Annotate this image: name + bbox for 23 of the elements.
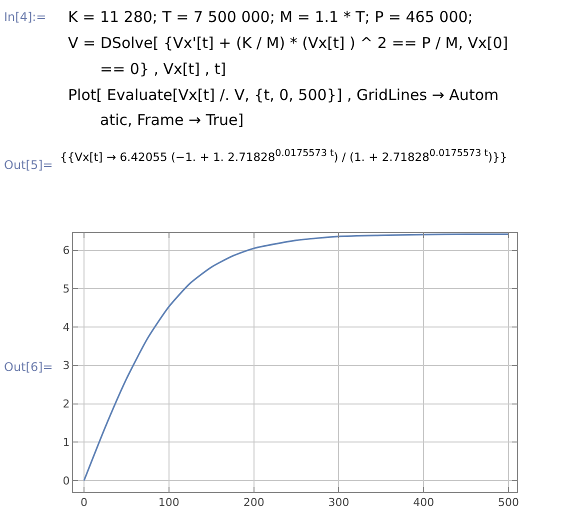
y-tick-label: 1	[62, 436, 70, 449]
y-tick-label: 5	[62, 282, 70, 296]
y-tick-label: 3	[62, 359, 70, 372]
x-tick-label: 500	[498, 496, 520, 510]
y-tick-label: 0	[62, 474, 70, 488]
text: In[4]:=	[4, 10, 46, 24]
y-tick-label: 4	[62, 320, 70, 334]
text: Out[6]=	[4, 360, 53, 374]
x-tick-label: 200	[243, 496, 264, 510]
y-tick-label: 6	[62, 244, 70, 258]
text: {{Vx[t] → 6.42055 (−1. + 1. 2.71828$^{0.0175573 t}$) / (1. + 2.71828$^{0.0175573 t}$)}}	[60, 148, 508, 164]
x-tick-label: 400	[413, 496, 434, 510]
text: K = 11 280; T = 7 500 000; M = 1.1 * T; P = 465 000;	[68, 8, 473, 26]
x-tick-label: 0	[80, 496, 88, 510]
text: V = DSolve[ {Vx'[t] + (K / M) * (Vx[t] ) ^ 2 == P / M, Vx[0]	[68, 34, 508, 52]
x-tick-label: 100	[158, 496, 180, 510]
text: == 0} , Vx[t] , t]	[100, 60, 226, 78]
text: atic, Frame → True]	[100, 111, 244, 129]
text: Out[5]=	[4, 158, 53, 172]
y-tick-label: 2	[62, 398, 70, 411]
text: Plot[ Evaluate[Vx[t] /. V, {t, 0, 500}] , GridLines → Autom	[68, 86, 499, 104]
line-series	[83, 233, 510, 482]
x-tick-label: 300	[328, 496, 350, 510]
